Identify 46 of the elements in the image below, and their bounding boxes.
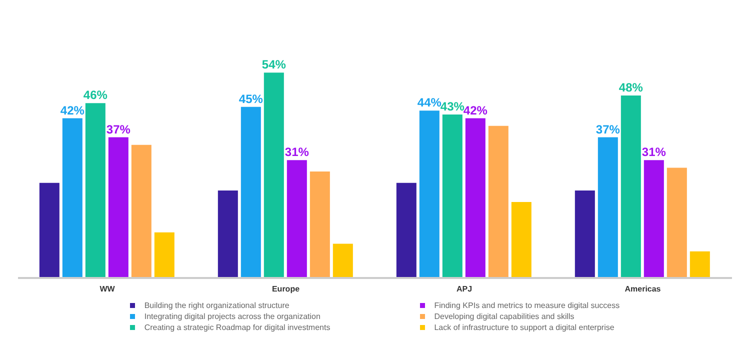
bar (574, 190, 595, 278)
bar (131, 144, 152, 278)
bar (108, 137, 128, 278)
bar (442, 114, 462, 278)
bar (264, 72, 284, 278)
bar (39, 182, 60, 278)
bar (154, 232, 174, 278)
bar (690, 251, 710, 278)
legend-label: Lack of infrastructure to support a digital enterprise (434, 323, 614, 332)
data-label: 44% (417, 96, 442, 110)
x-tick-label: Europe (272, 284, 300, 294)
bar (598, 137, 618, 278)
data-label: 45% (238, 92, 264, 106)
bar (62, 118, 82, 278)
bar (286, 160, 307, 278)
x-tick-label: Americas (624, 284, 662, 294)
bar (488, 126, 508, 278)
legend-label: Creating a strategic Roadmap for digital investments (144, 323, 330, 332)
legend-label: Building the right organizational structure (144, 301, 290, 310)
bar (85, 103, 106, 278)
x-tick-label: APJ (456, 284, 472, 294)
bar (310, 172, 330, 278)
bar (620, 95, 641, 278)
data-label: 48% (618, 80, 644, 94)
data-label: 42% (463, 103, 488, 118)
bar (396, 182, 416, 278)
data-label: 37% (596, 122, 620, 136)
data-label: 31% (642, 145, 666, 160)
legend-label: Finding KPIs and metrics to measure digital success (434, 301, 620, 310)
data-label: 42% (60, 103, 85, 118)
bar (419, 110, 440, 278)
bar (666, 168, 687, 278)
data-label: 43% (440, 99, 465, 114)
data-label: 46% (83, 88, 108, 102)
bar (218, 190, 238, 278)
x-tick-label: WW (100, 284, 116, 294)
bar (644, 160, 664, 278)
data-label: 37% (106, 122, 131, 136)
data-label: 31% (284, 145, 310, 160)
bar (511, 202, 532, 278)
data-label: 54% (262, 58, 286, 72)
bar (465, 118, 486, 278)
bar (332, 244, 353, 278)
legend-label: Developing digital capabilities and skills (434, 312, 574, 321)
bar (240, 106, 261, 278)
legend-label: Integrating digital projects across the organization (144, 312, 320, 321)
